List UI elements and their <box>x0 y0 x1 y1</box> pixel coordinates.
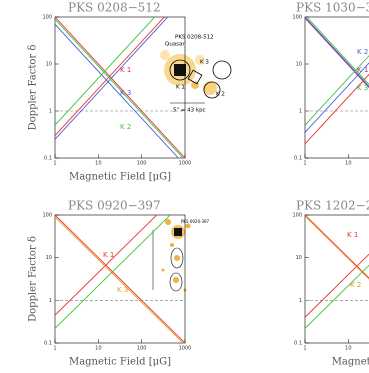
y-axis-label: Doppler Factor δ <box>28 236 39 322</box>
y-tick-label: 0.1 <box>44 341 52 347</box>
y-tick-label: 1 <box>299 298 302 304</box>
series-label: K 1 <box>347 231 358 239</box>
y-axis-label: Doppler Factor δ <box>28 45 39 131</box>
x-axis-label: Magnetic Field [μG] <box>69 357 171 368</box>
x-axis-label: Magnetic Field <box>332 357 369 368</box>
x-tick-label: 1000 <box>179 161 192 167</box>
series-label: K 3 <box>357 84 368 92</box>
chart-title: PKS 1030−3 <box>296 1 369 15</box>
series-line <box>306 17 369 86</box>
series-line <box>55 216 184 343</box>
inset-label: K 3 <box>200 60 209 66</box>
plot-frame <box>54 16 186 159</box>
x-tick-label: 10 <box>95 346 101 352</box>
series-label: K 1 <box>103 251 114 259</box>
series-line <box>305 253 369 318</box>
y-tick-label: 10 <box>46 62 52 68</box>
series-line <box>305 73 369 145</box>
series-line <box>55 17 156 126</box>
y-tick-label: 0.1 <box>294 156 302 162</box>
series-group <box>305 215 369 329</box>
series-line <box>305 17 369 89</box>
inset-label: 5" = 43 kpc <box>173 108 206 114</box>
series-line <box>305 17 369 88</box>
series-group <box>55 17 185 158</box>
inset-label: K 2 <box>216 92 225 98</box>
series-group <box>55 215 185 343</box>
series-line <box>305 215 369 280</box>
series-line <box>55 215 158 316</box>
y-tick-label: 100 <box>292 15 302 21</box>
inset-label: PKS 0208-512 <box>175 35 214 41</box>
x-tick-label: 1 <box>53 161 56 167</box>
plot-frame <box>304 16 369 159</box>
chart-title: PKS 0208−512 <box>68 1 161 15</box>
x-tick-label: 1 <box>303 346 306 352</box>
x-tick-label: 100 <box>137 161 147 167</box>
series-label: K 3 <box>120 89 131 97</box>
x-tick-label: 10 <box>345 161 351 167</box>
series-line <box>55 17 169 140</box>
y-tick-label: 100 <box>292 213 302 219</box>
y-tick-label: 1 <box>49 298 52 304</box>
series-label: K 2 <box>350 281 361 289</box>
chart-title: PKS 0920−397 <box>68 199 161 213</box>
y-tick-label: 100 <box>42 15 52 21</box>
x-tick-label: 10 <box>95 161 101 167</box>
series-line <box>55 18 184 158</box>
x-axis-label: Magnetic Field [μG] <box>69 172 171 183</box>
series-label: K 1 <box>357 66 368 74</box>
series-label: K 3 <box>117 286 128 294</box>
x-tick-label: 1 <box>53 346 56 352</box>
inset-image: PKS 0920-397 <box>152 219 210 292</box>
x-tick-label: 10 <box>345 346 351 352</box>
series-line <box>305 55 369 126</box>
series-line <box>305 215 369 279</box>
series-label: K 2 <box>357 48 368 56</box>
series-line <box>55 23 179 158</box>
y-tick-label: 10 <box>46 255 52 261</box>
series-group <box>305 17 369 145</box>
y-tick-label: 100 <box>42 213 52 219</box>
y-tick-label: 1 <box>49 109 52 115</box>
x-tick-label: 1 <box>303 161 306 167</box>
inset-label: PKS 0920-397 <box>181 219 210 224</box>
plot-frame <box>54 214 186 344</box>
y-tick-label: 10 <box>296 255 302 261</box>
inset-label: Quasar <box>165 42 185 48</box>
series-line <box>55 17 185 158</box>
y-tick-label: 0.1 <box>294 341 302 347</box>
series-line <box>55 215 185 343</box>
x-tick-label: 100 <box>137 346 147 352</box>
series-line <box>305 264 369 329</box>
series-line <box>55 215 171 329</box>
inset-label: K 1 <box>176 85 185 91</box>
x-tick-label: 1000 <box>179 346 192 352</box>
y-tick-label: 10 <box>296 62 302 68</box>
series-line <box>305 62 369 133</box>
y-tick-label: 0.1 <box>44 156 52 162</box>
series-label: K 1 <box>120 66 131 74</box>
y-tick-label: 1 <box>299 109 302 115</box>
series-line <box>55 17 165 136</box>
inset-image: PKS 0208-512 Quasar K 1 K 3 K 2 5" = 43 … <box>160 35 232 114</box>
series-label: K 2 <box>120 123 131 131</box>
plot-frame <box>304 214 369 344</box>
chart-title: PKS 1202−2 <box>296 199 369 213</box>
